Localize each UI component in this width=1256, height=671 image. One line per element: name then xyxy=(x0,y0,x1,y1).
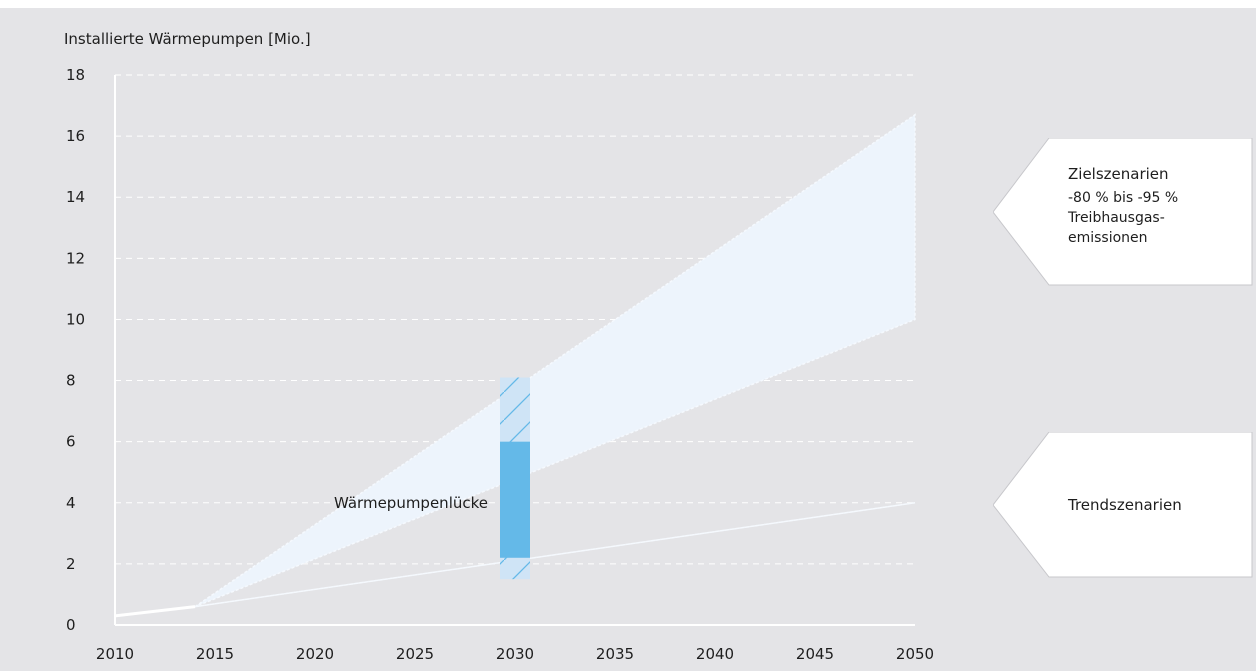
band-zielszenarien: Zielszenarien xyxy=(194,113,916,608)
callout-trend-title: Trendszenarien xyxy=(1068,496,1182,514)
history-line xyxy=(114,605,196,618)
x-tick-label-2035: 2035 xyxy=(596,645,634,663)
y-tick-label-6: 6 xyxy=(66,433,76,451)
x-tick-label-2015: 2015 xyxy=(196,645,234,663)
callout-ziel-subtitle: -80 % bis -95 % Treibhausgas- emissionen xyxy=(1068,190,1179,246)
callout-ziel-title: Zielszenarien xyxy=(1068,165,1169,183)
band-trendszenarien: Trendszenarien xyxy=(194,502,916,608)
x-tick-label-2040: 2040 xyxy=(696,645,734,663)
tick-layer: 0 2 4 6 8 10 12 14 16 18 2010 2015 2020 2025 2030 2035 2… xyxy=(66,66,934,663)
callout-trendszenarien: Trendszenarien xyxy=(993,432,1253,578)
x-tick-label-2010: 2010 xyxy=(96,645,134,663)
y-tick-label-16: 16 xyxy=(66,127,85,145)
x-tick-label-2020: 2020 xyxy=(296,645,334,663)
gap-layer xyxy=(500,377,530,580)
y-tick-label-14: 14 xyxy=(66,188,85,206)
gap-solid-bar xyxy=(500,441,530,558)
band-layer: ZielszenarienTrendszenarien xyxy=(194,113,916,608)
y-tick-label-2: 2 xyxy=(66,555,76,573)
callout-zielszenarien: Zielszenarien -80 % bis -95 % Treibhausg… xyxy=(993,138,1253,286)
y-axis-title: Installierte Wärmepumpen [Mio.] xyxy=(64,30,311,48)
label-layer: Wärmepumpenlücke xyxy=(334,494,488,512)
gap-label: Wärmepumpenlücke xyxy=(334,494,488,512)
y-tick-label-12: 12 xyxy=(66,249,85,267)
callout-shape-trend xyxy=(993,432,1253,578)
axis-layer xyxy=(114,75,915,626)
x-tick-label-2030: 2030 xyxy=(496,645,534,663)
y-tick-label-18: 18 xyxy=(66,66,85,84)
y-tick-label-10: 10 xyxy=(66,310,85,328)
top-band xyxy=(0,0,1256,8)
y-tick-label-8: 8 xyxy=(66,372,76,390)
x-tick-label-2050: 2050 xyxy=(896,645,934,663)
x-tick-label-2045: 2045 xyxy=(796,645,834,663)
callout-shape-ziel xyxy=(993,138,1253,286)
y-tick-label-4: 4 xyxy=(66,494,76,512)
x-tick-label-2025: 2025 xyxy=(396,645,434,663)
y-tick-label-0: 0 xyxy=(66,616,76,634)
